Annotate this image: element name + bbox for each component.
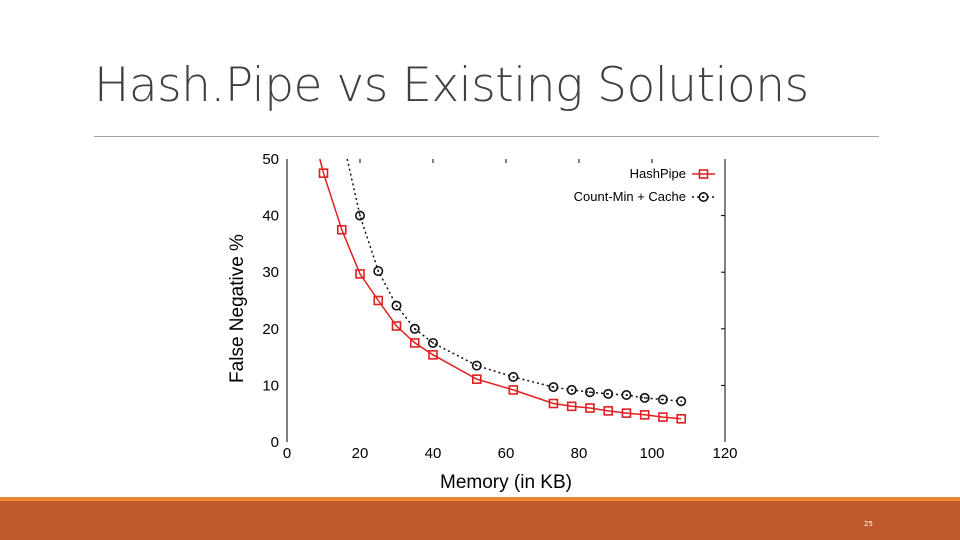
page-number: 25 (864, 520, 873, 528)
title-divider (94, 136, 879, 137)
data-point-square (373, 295, 384, 306)
x-tick-label: 40 (425, 445, 442, 462)
legend-marker-dot (702, 196, 705, 198)
legend-label: HashPipe (630, 166, 686, 181)
y-axis-label: False Negative % (227, 234, 248, 383)
series-line (346, 158, 682, 402)
data-point-circle (428, 337, 439, 348)
series-countmin-cache (346, 158, 687, 407)
data-point-square (603, 406, 614, 416)
data-point-square (508, 385, 519, 395)
chart-legend: HashPipe Count-Min + Cache (574, 166, 715, 204)
data-point-square (428, 350, 438, 360)
data-point-dot (432, 342, 434, 344)
y-tick-label: 10 (262, 377, 279, 394)
x-tick-label: 20 (352, 445, 369, 462)
data-point-dot (395, 304, 398, 307)
legend-label: Count-Min + Cache (574, 189, 686, 204)
data-point-dot (662, 398, 664, 401)
data-point-square (355, 269, 365, 279)
data-point-dot (643, 396, 646, 399)
data-point-circle (584, 387, 595, 398)
x-tick-label: 100 (639, 445, 664, 462)
data-point-dot (475, 364, 478, 367)
data-point-square (566, 401, 577, 412)
data-point-circle (391, 300, 402, 311)
data-point-dot (680, 400, 683, 403)
data-point-circle (508, 371, 519, 382)
series-line (319, 158, 682, 420)
series-layer (318, 158, 687, 424)
data-point-dot (607, 392, 610, 395)
data-point-circle (355, 210, 366, 221)
y-tick-label: 20 (262, 321, 279, 338)
series-hashpipe (318, 158, 687, 424)
y-tick-label: 40 (262, 208, 279, 225)
data-point-square (318, 168, 329, 178)
data-point-circle (657, 394, 668, 405)
data-point-circle (548, 382, 559, 393)
data-point-dot (552, 386, 555, 388)
x-axis-ticks: 0 20 40 60 80 100 120 (283, 159, 738, 462)
data-point-circle (409, 323, 420, 334)
data-point-square (639, 410, 650, 420)
slide-title: Hash.Pipe vs Existing Solutions (94, 58, 809, 113)
data-point-dot (359, 214, 361, 217)
data-point-square (391, 321, 402, 331)
data-point-square (676, 413, 687, 424)
legend-marker-square (698, 169, 709, 179)
false-negative-chart: 0 20 40 60 80 100 120 0 10 20 30 40 50 HashPipe Coun… (227, 151, 738, 493)
x-tick-label: 60 (498, 445, 515, 462)
data-point-dot (625, 394, 628, 396)
x-tick-label: 0 (283, 445, 291, 462)
data-point-circle (373, 266, 384, 277)
data-point-square (409, 338, 420, 348)
footer-bar (0, 497, 960, 540)
legend-marker-circle (698, 191, 709, 202)
data-point-circle (639, 392, 650, 403)
y-tick-label: 0 (271, 434, 279, 451)
data-point-dot (589, 391, 591, 394)
data-point-square (548, 398, 559, 409)
data-point-circle (566, 384, 577, 395)
data-point-dot (512, 376, 515, 378)
y-tick-label: 30 (262, 264, 279, 281)
data-point-square (471, 374, 482, 384)
data-point-circle (603, 388, 614, 399)
data-point-dot (413, 327, 416, 330)
data-point-square (585, 403, 595, 413)
chart-axes (286, 159, 726, 442)
data-point-circle (676, 396, 687, 407)
data-point-circle (471, 360, 482, 371)
x-tick-label: 80 (571, 445, 588, 462)
y-axis-ticks: 0 10 20 30 40 50 (262, 151, 725, 451)
data-point-circle (621, 390, 632, 401)
data-point-dot (377, 270, 380, 272)
data-point-dot (570, 389, 573, 391)
y-tick-label: 50 (262, 151, 279, 168)
x-tick-label: 120 (712, 445, 737, 462)
x-axis-label: Memory (in KB) (440, 472, 572, 493)
data-point-square (336, 224, 347, 235)
data-point-square (658, 412, 668, 422)
data-point-square (621, 408, 632, 418)
